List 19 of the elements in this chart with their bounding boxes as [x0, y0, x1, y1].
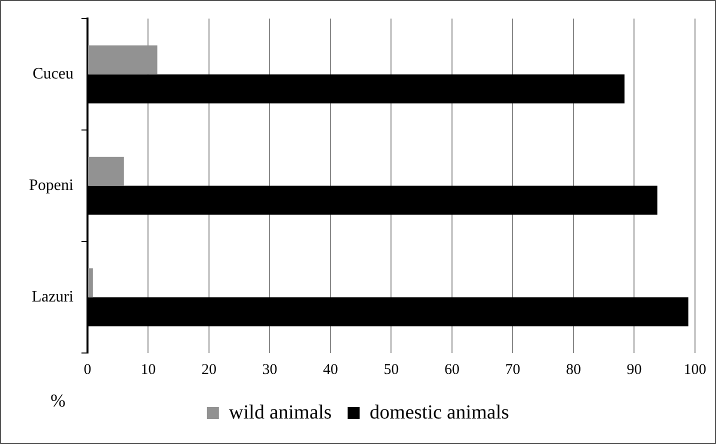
x-tick-label: 90 — [626, 362, 642, 378]
y-tick-label: Lazuri — [32, 288, 74, 306]
x-tick-label: 60 — [444, 362, 460, 378]
x-tick-label: 50 — [384, 362, 399, 378]
legend-label: domestic animals — [370, 401, 510, 424]
x-tick-label: 0 — [84, 362, 92, 378]
x-tick-label: 10 — [140, 362, 156, 378]
x-axis-title: % — [50, 390, 66, 411]
bar — [88, 156, 124, 186]
x-tick-label: 80 — [566, 362, 581, 378]
y-tick-label: Popeni — [28, 177, 74, 194]
x-tick-label: 30 — [262, 362, 278, 378]
x-tick-label: 70 — [505, 362, 520, 378]
x-tick-label: 100 — [684, 362, 706, 378]
y-tick-label: Cuceu — [32, 66, 74, 83]
legend-label: wild animals — [228, 401, 332, 424]
bar — [88, 268, 93, 298]
x-tick-label: 40 — [322, 362, 338, 378]
x-tick-label: 20 — [201, 362, 216, 378]
